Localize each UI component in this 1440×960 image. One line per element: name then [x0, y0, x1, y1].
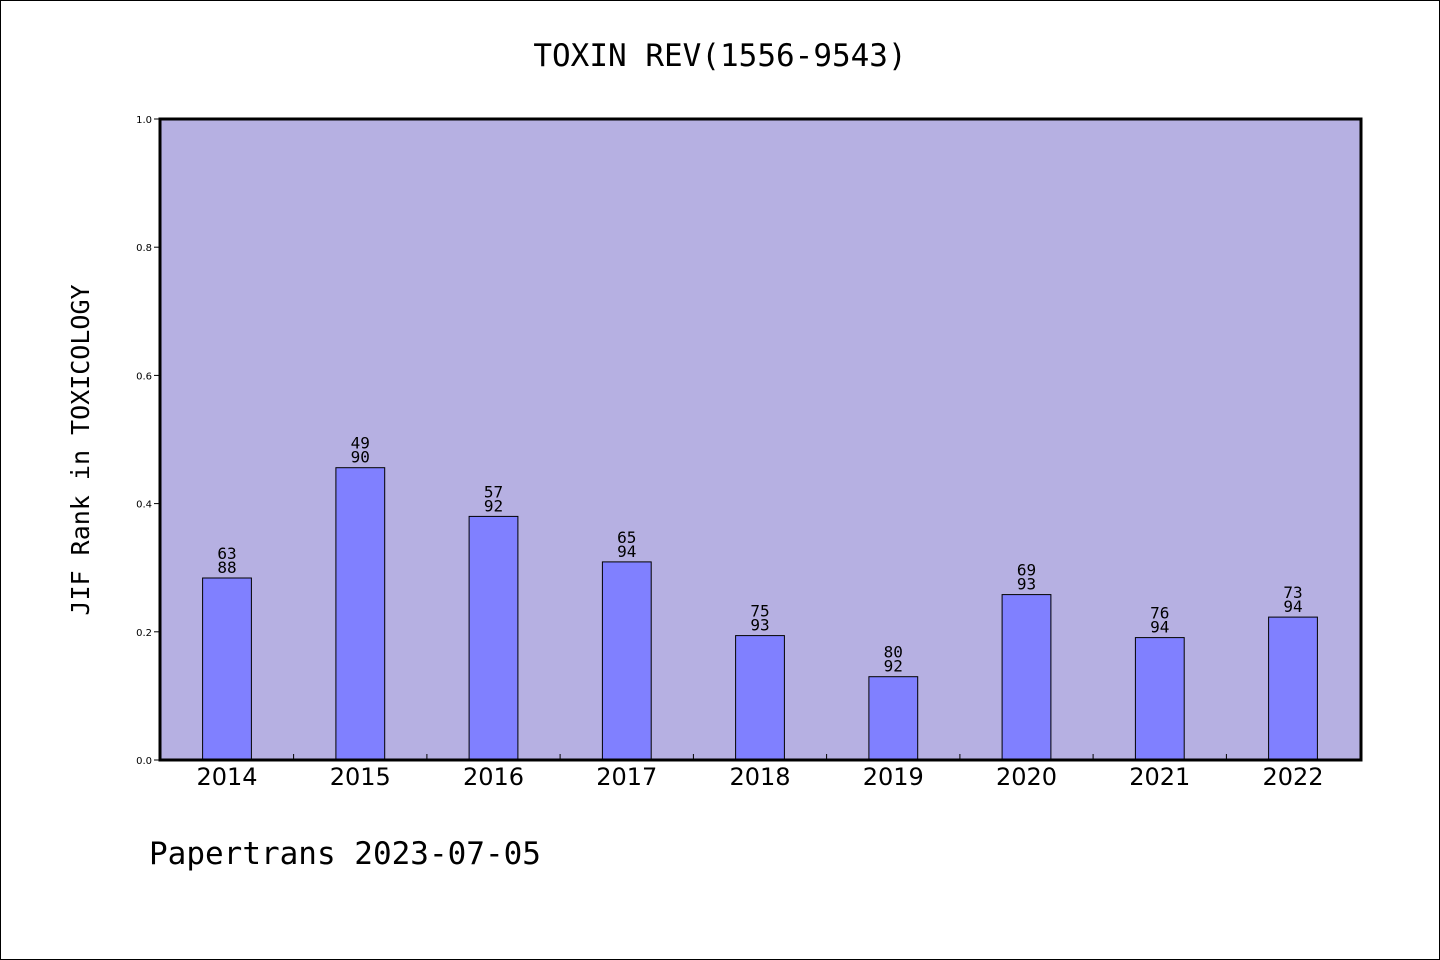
- y-tick-label: 0.2: [136, 628, 152, 639]
- x-ticks-group: 2014 2015 2016 2017 2018 2019 2020 2021 2022: [196, 754, 1324, 791]
- x-tick-label: 2018: [729, 763, 790, 791]
- y-tick-label: 0.0: [136, 756, 152, 767]
- bar-label-rank: 73: [1283, 583, 1302, 602]
- bar-label-rank: 75: [750, 602, 769, 621]
- bar: [202, 577, 252, 761]
- bar-label-rank: 57: [484, 482, 503, 501]
- y-tick-label: 0.4: [136, 500, 152, 511]
- bar: [601, 561, 652, 761]
- bar: [468, 515, 519, 761]
- bar-label-total: 93: [1017, 575, 1036, 594]
- plot-border: [158, 117, 1363, 762]
- x-tick-label: 2015: [330, 763, 391, 791]
- y-axis-label: JIF Rank in TOXICOLOGY: [66, 284, 95, 615]
- x-tick-label: 2021: [1129, 763, 1190, 791]
- x-tick-label: 2020: [996, 763, 1057, 791]
- bar-label-total: 88: [217, 558, 236, 577]
- x-tick-label: 2017: [596, 763, 657, 791]
- bar: [1134, 637, 1185, 761]
- bar: [1001, 594, 1052, 761]
- y-ticks-group: 0.0 0.2 0.4 0.6 0.8 1.0: [136, 115, 160, 767]
- footer-text: Papertrans 2023-07-05: [149, 836, 541, 872]
- bar-label-total: 94: [617, 542, 636, 561]
- bar-label-total: 94: [1150, 618, 1169, 637]
- x-tick-label: 2022: [1262, 763, 1323, 791]
- chart-title: TOXIN REV(1556-9543): [533, 38, 906, 74]
- y-tick-label: 0.6: [136, 371, 152, 382]
- bar: [1268, 616, 1318, 761]
- bar-label-rank: 63: [217, 544, 236, 563]
- bar-label-total: 90: [351, 448, 370, 467]
- bar-label-total: 94: [1283, 597, 1302, 616]
- bar-label-rank: 49: [351, 434, 370, 453]
- y-tick-label: 0.8: [136, 243, 152, 254]
- bar-label-rank: 76: [1150, 604, 1169, 623]
- bar-label-total: 93: [750, 616, 769, 635]
- bar-label-rank: 65: [617, 528, 636, 547]
- x-tick-label: 2014: [196, 763, 257, 791]
- bar: [735, 635, 785, 761]
- x-tick-label: 2016: [463, 763, 524, 791]
- bar: [335, 467, 386, 761]
- bars-group: [202, 467, 1318, 761]
- bar-label-total: 92: [484, 496, 503, 515]
- bar-label-rank: 69: [1017, 561, 1036, 580]
- bar-label-rank: 80: [884, 643, 903, 662]
- y-tick-label: 1.0: [136, 115, 152, 126]
- bar-label-total: 92: [884, 657, 903, 676]
- bar: [868, 676, 919, 761]
- x-tick-label: 2019: [863, 763, 924, 791]
